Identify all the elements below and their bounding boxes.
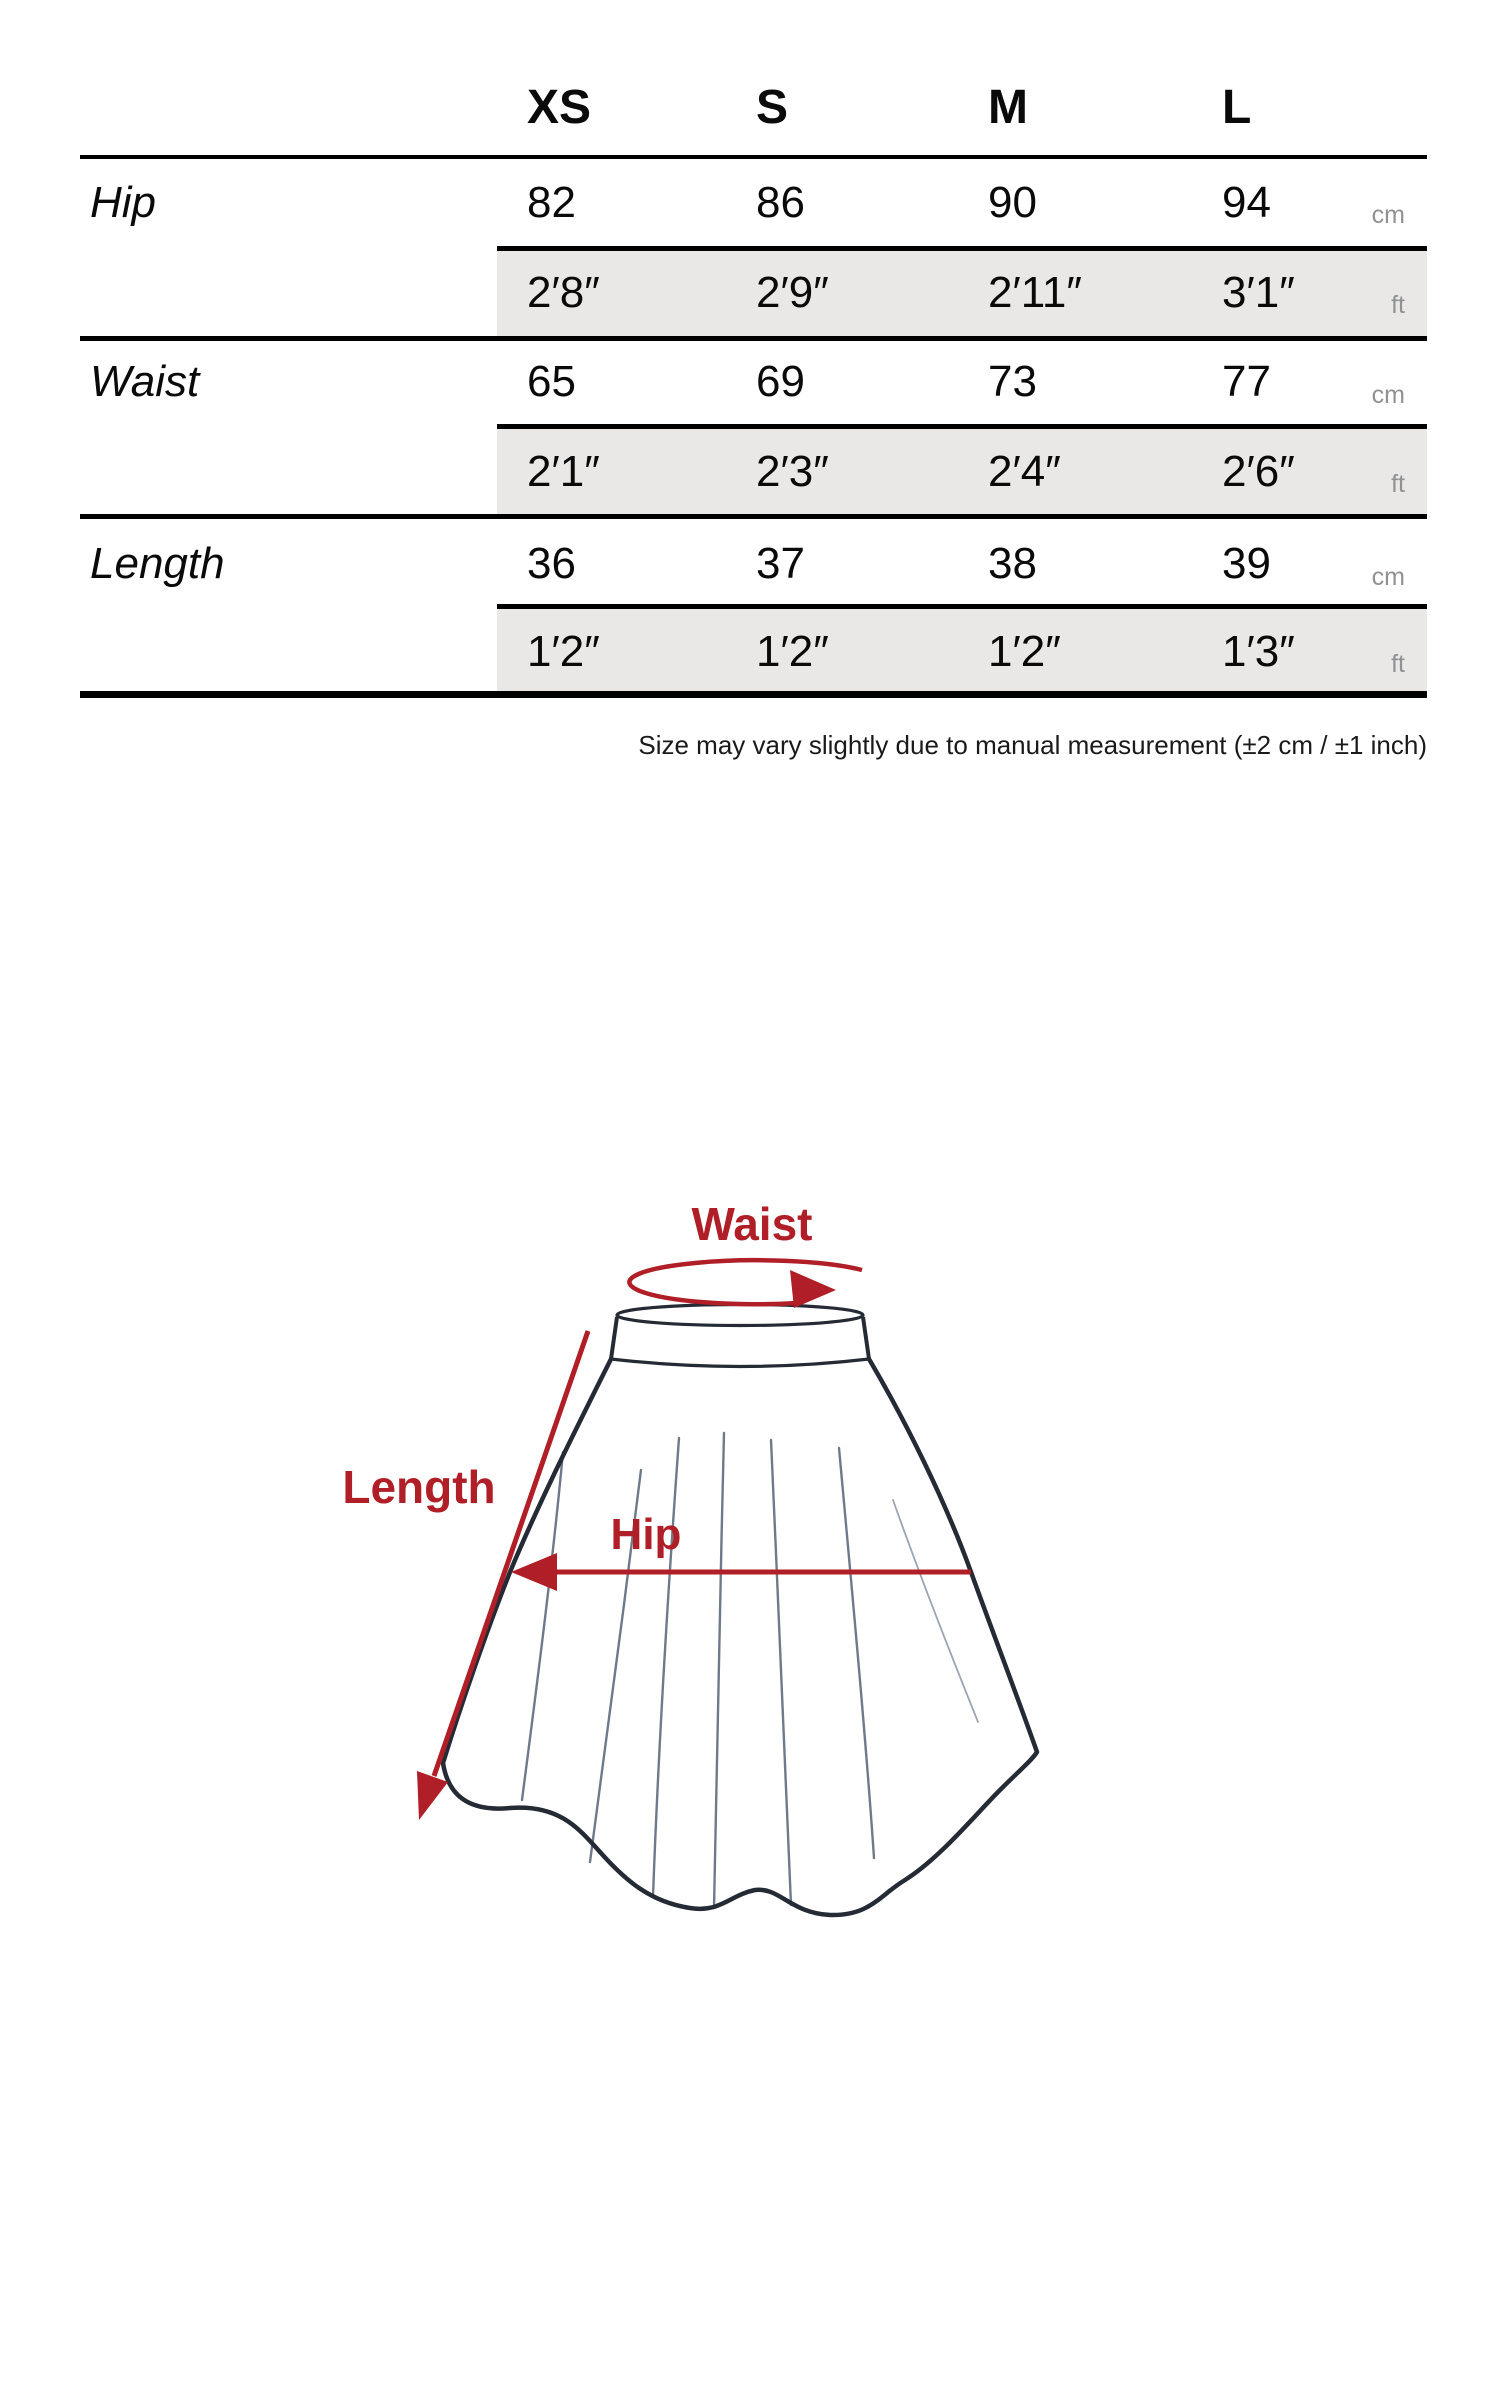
measurement-note: Size may vary slightly due to manual mea…: [638, 730, 1427, 760]
row-label-length: Length: [90, 539, 225, 588]
unit-ft-length: ft: [1391, 650, 1405, 678]
cell-length-cm-l: 39: [1222, 539, 1271, 588]
section-divider-1: [80, 336, 1427, 341]
cell-hip-ft-xs: 2′8″: [527, 268, 600, 317]
cell-waist-ft-xs: 2′1″: [527, 447, 600, 496]
unit-cm-length: cm: [1371, 563, 1405, 591]
cell-length-ft-s: 1′2″: [756, 627, 829, 676]
cell-length-cm-m: 38: [988, 539, 1037, 588]
unit-cm-hip: cm: [1371, 201, 1405, 229]
cell-hip-cm-l: 94: [1222, 178, 1271, 227]
size-header-xs: XS: [527, 81, 592, 134]
cell-hip-cm-s: 86: [756, 178, 805, 227]
hip-arrowhead: [511, 1553, 557, 1591]
section-divider-2: [80, 514, 1427, 519]
waist-measure-ellipse: [627, 1257, 863, 1307]
cell-waist-ft-l: 2′6″: [1222, 447, 1295, 496]
table-header-divider: [80, 155, 1427, 159]
cell-waist-ft-s: 2′3″: [756, 447, 829, 496]
cell-hip-ft-s: 2′9″: [756, 268, 829, 317]
waist-arrowhead: [790, 1270, 836, 1308]
ft-band-waist: [497, 424, 1427, 516]
skirt-outline: [440, 1356, 1040, 1918]
cell-hip-cm-m: 90: [988, 178, 1037, 227]
diagram-waist-label: Waist: [692, 1198, 813, 1250]
size-header-s: S: [756, 81, 789, 134]
cell-waist-cm-l: 77: [1222, 357, 1271, 406]
diagram-hip-label: Hip: [611, 1510, 682, 1559]
row-label-hip: Hip: [90, 178, 157, 227]
size-header-l: L: [1222, 81, 1252, 134]
skirt-body: [443, 1359, 1037, 1916]
cell-length-ft-m: 1′2″: [988, 627, 1061, 676]
cell-length-ft-xs: 1′2″: [527, 627, 600, 676]
length-measure-line: [431, 1330, 591, 1777]
length-arrowhead: [417, 1771, 448, 1820]
cell-hip-ft-m: 2′11″: [988, 268, 1082, 317]
skirt-fold-lines: [520, 1431, 979, 1910]
diagram-length-label: Length: [342, 1461, 495, 1513]
unit-ft-waist: ft: [1391, 470, 1405, 498]
unit-cm-waist: cm: [1371, 381, 1405, 409]
cell-waist-cm-xs: 65: [527, 357, 576, 406]
size-header-m: M: [988, 81, 1028, 134]
ft-band-length: [497, 604, 1427, 691]
unit-ft-hip: ft: [1391, 291, 1405, 319]
cell-length-cm-xs: 36: [527, 539, 576, 588]
cell-waist-cm-m: 73: [988, 357, 1037, 406]
cell-hip-cm-xs: 82: [527, 178, 576, 227]
ft-band-hip: [497, 246, 1427, 338]
skirt-waistband: [609, 1302, 871, 1369]
table-bottom-border: [80, 691, 1427, 698]
cell-length-cm-s: 37: [756, 539, 805, 588]
cell-waist-ft-m: 2′4″: [988, 447, 1061, 496]
row-label-waist: Waist: [90, 357, 200, 406]
measurement-annotations: Waist Length Hip: [342, 1198, 971, 1820]
cell-hip-ft-l: 3′1″: [1222, 268, 1295, 317]
cell-waist-cm-s: 69: [756, 357, 805, 406]
cell-length-ft-l: 1′3″: [1222, 627, 1295, 676]
